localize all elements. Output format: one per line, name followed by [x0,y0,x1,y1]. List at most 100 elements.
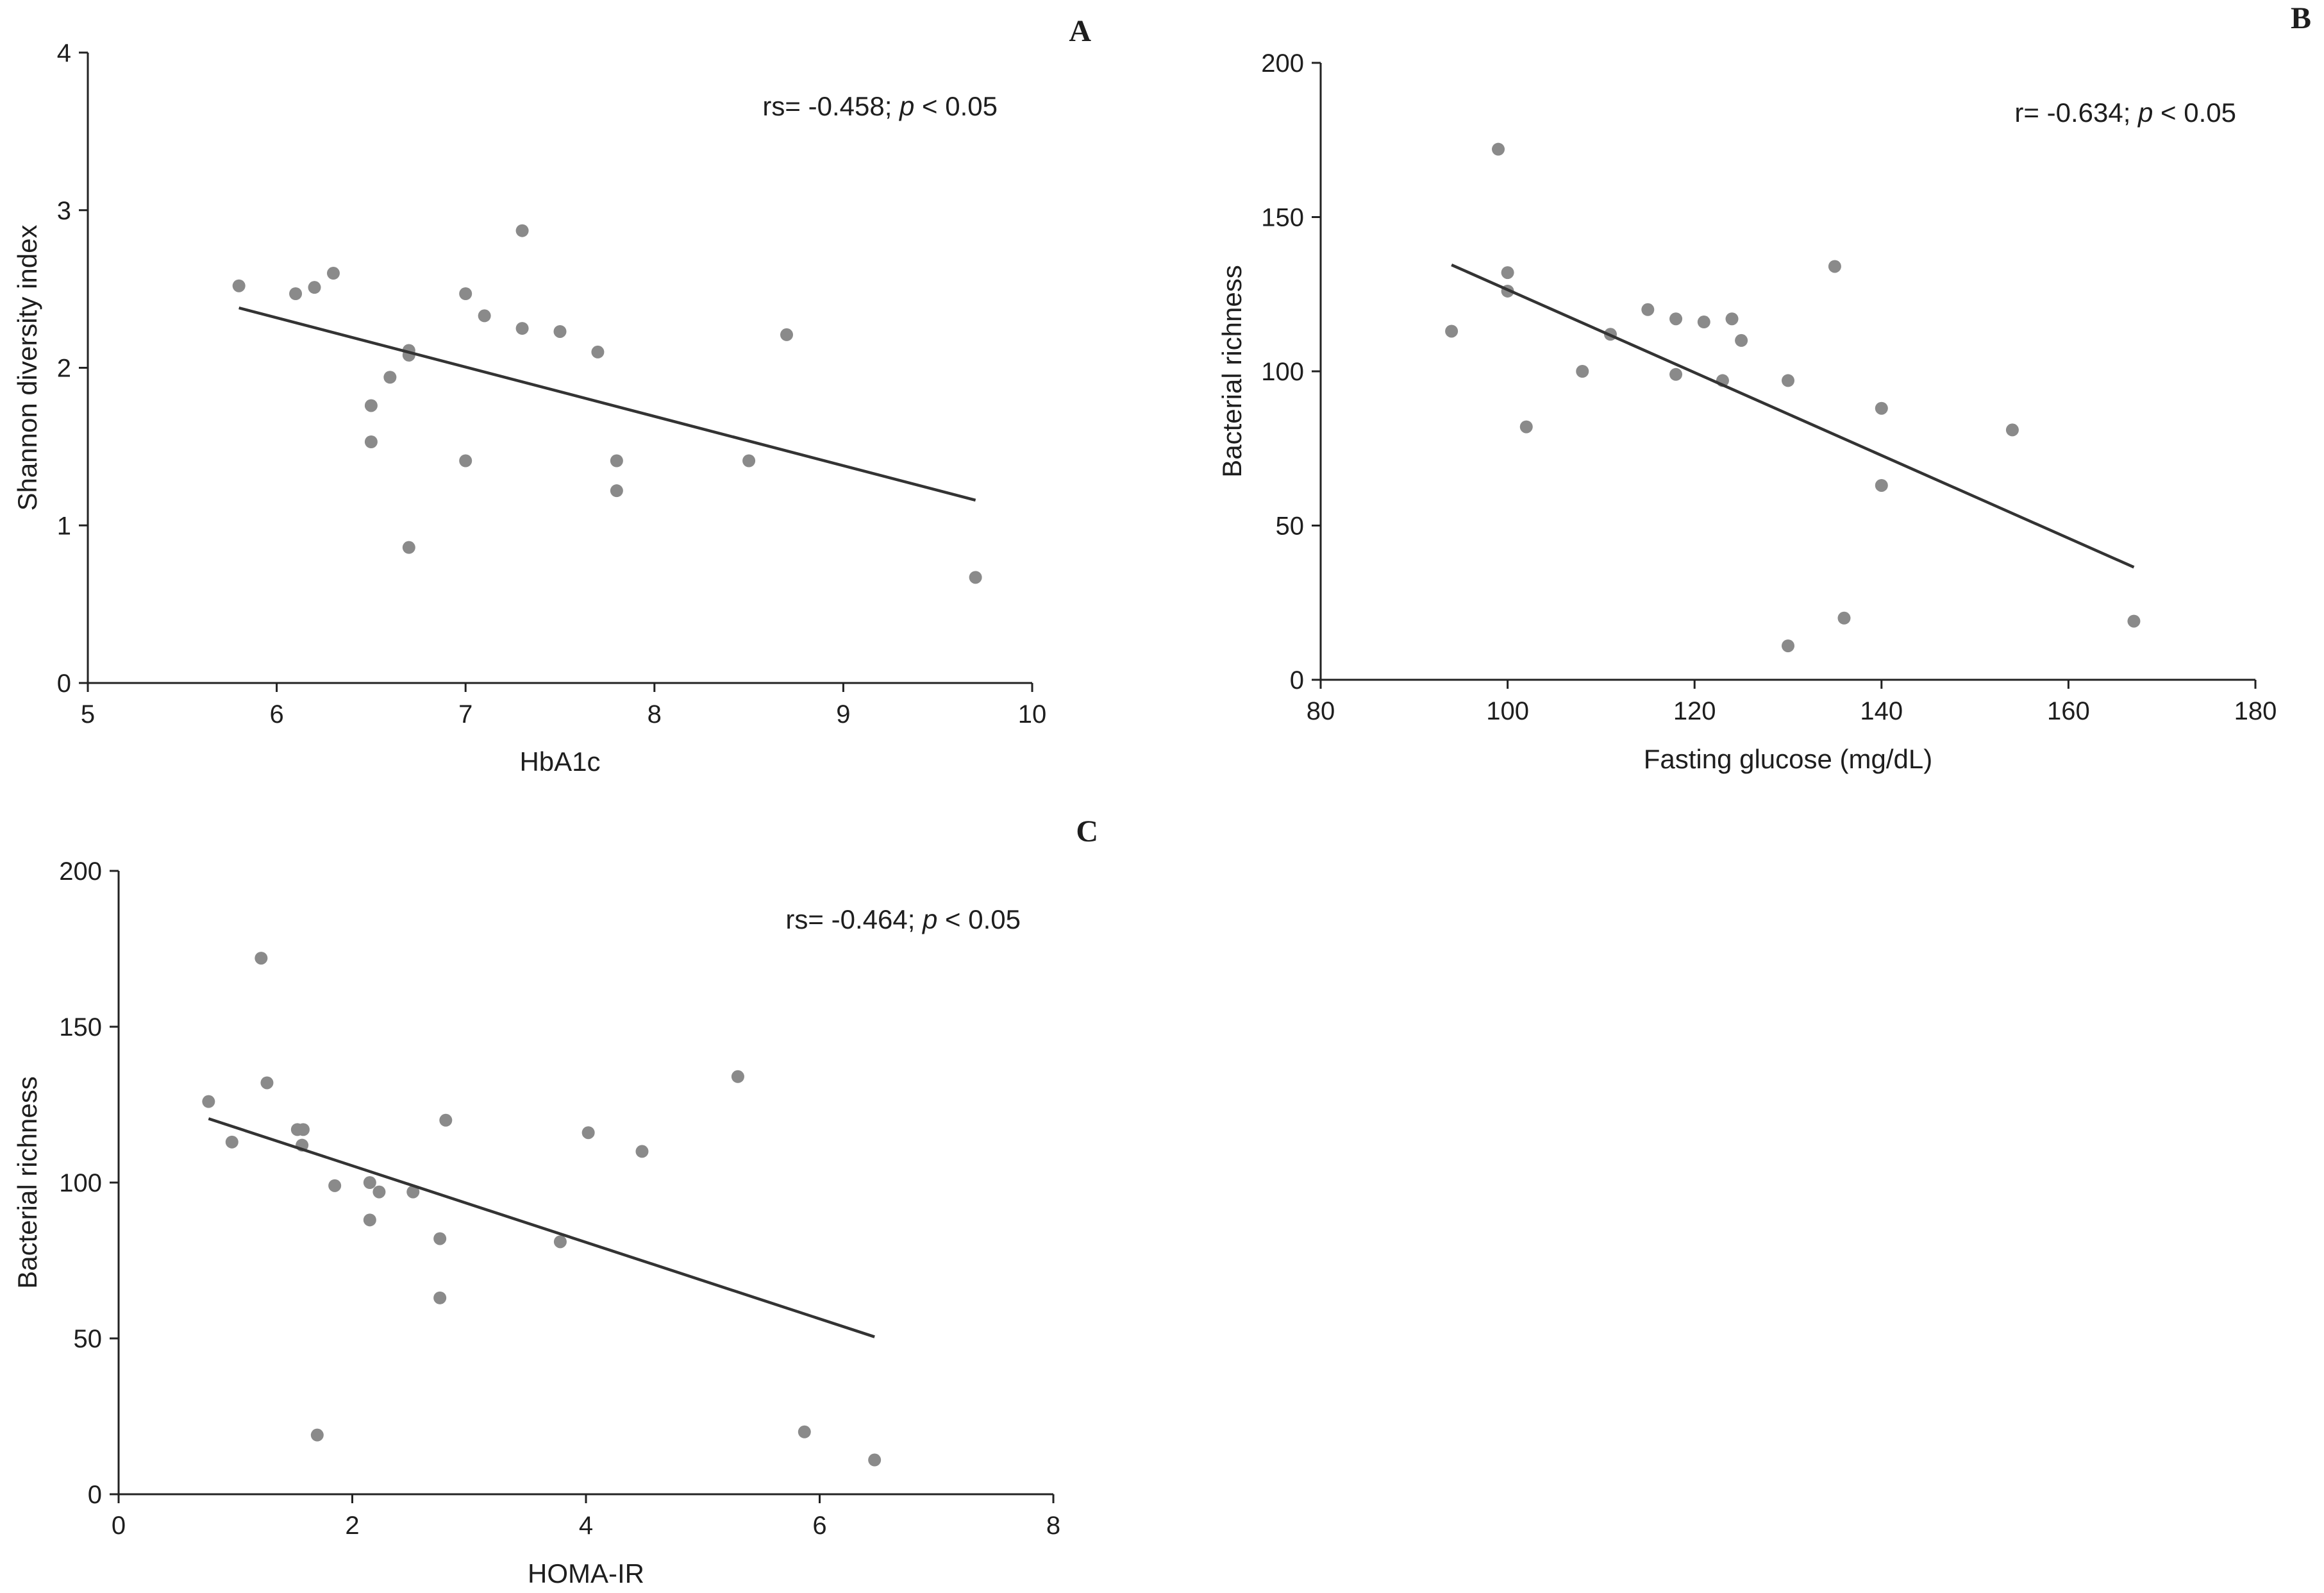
x-tick-label: 7 [458,700,472,729]
data-point [232,279,246,292]
regression-line [1451,263,2135,569]
data-point [296,1123,310,1136]
data-point [1875,478,1888,492]
data-point [363,1176,376,1189]
data-point [1669,367,1683,381]
data-point [553,324,567,338]
data-point [328,1179,342,1192]
data-point [439,1113,453,1127]
y-tick-label: 4 [57,39,71,67]
annotation-p: p [2137,97,2153,128]
data-point [731,1070,744,1083]
annotation-prefix: rs= -0.464; [785,904,923,934]
data-point [1697,316,1710,329]
data-point [591,345,605,358]
x-tick-label: 6 [812,1512,826,1540]
y-tick-label: 50 [1276,512,1305,541]
y-tick-label: 200 [59,857,102,886]
data-point [363,1213,376,1227]
y-tick-label: 150 [59,1013,102,1041]
panel-label: B [2291,1,2311,35]
x-tick-label: 2 [345,1512,359,1540]
data-point [364,435,378,449]
data-point [1641,303,1655,316]
y-axis-title: Bacterial richness [1217,265,1247,477]
data-point [1837,611,1851,625]
data-point [225,1135,238,1149]
x-tick-label: 9 [836,700,850,729]
data-point [635,1145,649,1158]
correlation-annotation: r= -0.634; p < 0.05 [2014,97,2236,128]
data-point [459,287,472,300]
x-tick-label: 8 [1046,1512,1060,1540]
y-axis-title: Bacterial richness [12,1076,42,1288]
data-point [1519,420,1533,434]
panel-label: C [1076,814,1098,848]
x-axis-title: HOMA-IR [528,1558,644,1589]
x-tick-label: 180 [2234,697,2277,725]
x-tick-label: 80 [1307,697,1335,725]
x-tick-label: 10 [1018,700,1047,729]
data-point [610,454,623,468]
data-point [780,328,794,341]
y-tick-label: 50 [74,1325,103,1353]
data-point [1445,324,1459,338]
data-point [1782,639,1794,653]
data-point [2127,614,2141,628]
data-point [255,952,268,965]
data-point [433,1232,447,1245]
data-point [289,287,303,300]
data-point [581,1126,595,1140]
data-point [1782,374,1794,387]
annotation-suffix: < 0.05 [937,904,1021,934]
data-point [2005,423,2019,437]
x-tick-label: 160 [2047,697,2090,725]
data-point [1875,401,1888,415]
data-point [742,454,756,468]
annotation-p: p [921,904,937,934]
data-point [515,224,529,237]
data-point [515,322,529,335]
correlation-annotation: rs= -0.464; p < 0.05 [785,904,1021,934]
data-point [402,541,415,554]
y-tick-label: 1 [57,512,71,540]
data-point [372,1185,386,1199]
annotation-prefix: rs= -0.458; [762,91,899,121]
y-tick-label: 0 [1290,666,1304,695]
data-point [868,1453,882,1467]
x-tick-label: 5 [81,700,95,729]
x-tick-label: 4 [579,1512,593,1540]
regression-line [238,306,976,502]
y-tick-label: 100 [1261,358,1304,386]
x-tick-label: 8 [648,700,662,729]
data-point [553,1235,567,1249]
x-tick-label: 0 [112,1512,126,1540]
annotation-prefix: r= -0.634; [2014,97,2138,128]
data-point [406,1185,420,1199]
data-point [1669,312,1683,326]
y-tick-label: 100 [59,1169,102,1197]
panel-c: 0 50 100 150 200 0 2 4 6 8 HOMA-IR Bacterial richne… [12,814,1098,1589]
regression-line [208,1117,875,1338]
data-point [364,399,378,412]
y-axis-title: Shannon diversity index [12,225,42,511]
x-axis-title: Fasting glucose (mg/dL) [1644,744,1933,774]
x-tick-label: 6 [269,700,283,729]
data-point [326,267,340,280]
data-point [383,371,397,384]
correlation-annotation: rs= -0.458; p < 0.05 [762,91,998,121]
y-tick-label: 0 [57,670,71,698]
data-point [433,1291,447,1304]
y-tick-label: 200 [1261,49,1304,78]
data-point [478,309,491,323]
data-point [1492,142,1505,156]
data-point [310,1428,324,1442]
y-tick-label: 3 [57,197,71,225]
data-point [1576,365,1589,378]
y-tick-label: 150 [1261,204,1304,232]
x-tick-label: 120 [1673,697,1716,725]
panel-a: 0 1 2 3 4 5 6 7 8 9 10 HbA1c Shannon diversity index… [12,14,1091,777]
annotation-p: p [898,91,914,121]
data-point [798,1425,811,1438]
